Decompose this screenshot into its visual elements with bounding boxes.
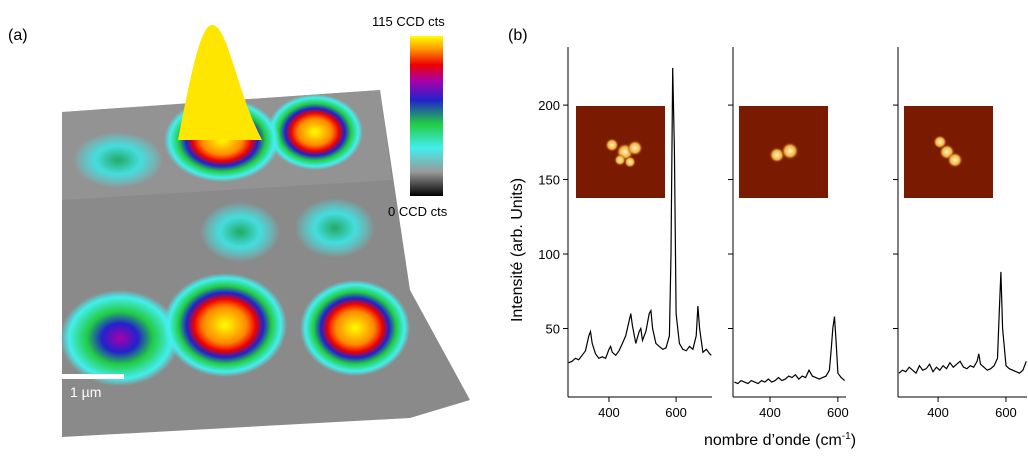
spectrum-line: [898, 271, 1027, 375]
x-tick-label: 400: [927, 405, 949, 420]
colorbar-max: 115 CCD cts: [372, 14, 445, 29]
scale-bar-label: 1 µm: [70, 384, 101, 400]
x-tick-label: 600: [665, 405, 687, 420]
y-tick-label: 50: [546, 321, 560, 336]
spectrum-line: [568, 67, 712, 364]
colorbar-min: 0 CCD cts: [388, 204, 448, 219]
x-axis-label-text: nombre d’onde (cm: [704, 432, 842, 449]
y-tick-label: 100: [538, 247, 560, 262]
y-tick-label: 200: [538, 98, 560, 113]
x-tick-label: 600: [995, 405, 1017, 420]
x-axis-label-sup: -1: [842, 431, 851, 442]
x-tick-label: 400: [598, 405, 620, 420]
x-tick-label: 600: [827, 405, 849, 420]
x-axis-label-end: ): [851, 432, 856, 449]
x-axis-label: nombre d’onde (cm-1): [704, 431, 856, 449]
panel-label: (b): [508, 27, 528, 44]
y-tick-label: 150: [538, 173, 560, 188]
surface-plot: [60, 25, 470, 437]
insets: [576, 106, 993, 198]
y-axis-label: Intensité (arb. Units): [509, 178, 526, 322]
panel-label: (a): [8, 27, 28, 44]
x-tick-label: 400: [759, 405, 781, 420]
spectrum-line: [734, 316, 845, 385]
